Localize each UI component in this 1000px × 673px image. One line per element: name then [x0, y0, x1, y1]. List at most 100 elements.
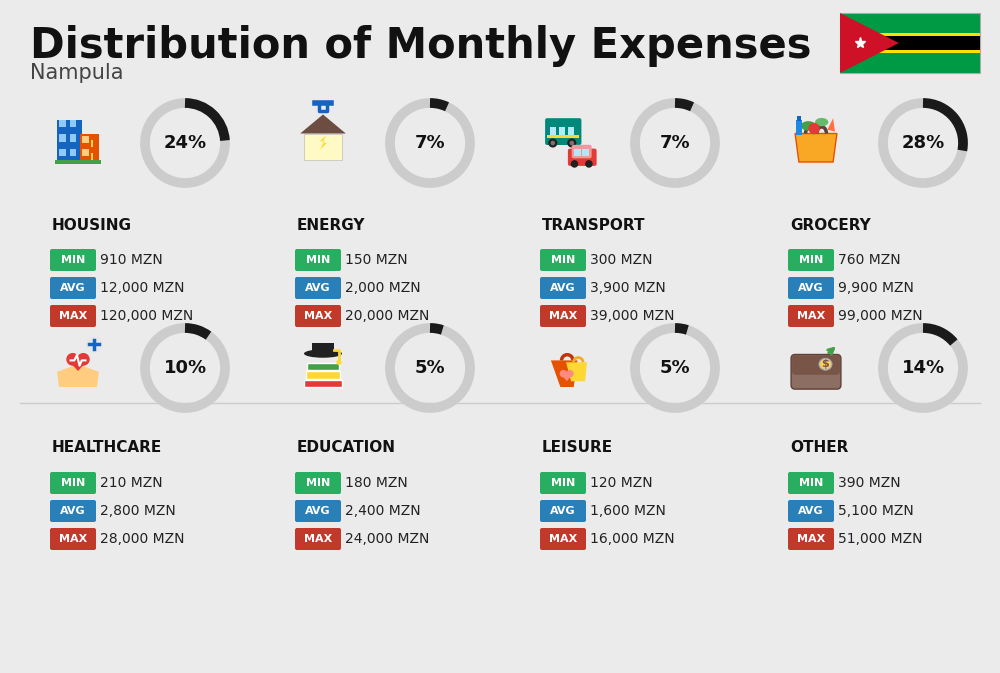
- Polygon shape: [795, 133, 837, 162]
- Bar: [559, 127, 565, 135]
- FancyBboxPatch shape: [295, 500, 341, 522]
- Text: 5,100 MZN: 5,100 MZN: [838, 504, 914, 518]
- Text: MAX: MAX: [304, 534, 332, 544]
- Bar: [550, 127, 556, 135]
- Text: MIN: MIN: [799, 478, 823, 488]
- Text: AVG: AVG: [60, 283, 86, 293]
- FancyBboxPatch shape: [545, 118, 581, 145]
- Polygon shape: [840, 13, 899, 73]
- Ellipse shape: [815, 118, 828, 127]
- Text: MAX: MAX: [549, 311, 577, 321]
- Text: MAX: MAX: [59, 311, 87, 321]
- Text: 300 MZN: 300 MZN: [590, 253, 652, 267]
- Text: Nampula: Nampula: [30, 63, 124, 83]
- Circle shape: [548, 139, 557, 147]
- FancyBboxPatch shape: [295, 277, 341, 299]
- Circle shape: [571, 160, 578, 168]
- Text: 210 MZN: 210 MZN: [100, 476, 163, 490]
- Circle shape: [551, 141, 555, 145]
- Text: 14%: 14%: [901, 359, 945, 377]
- Polygon shape: [320, 135, 327, 150]
- Bar: [574, 149, 581, 155]
- Text: MAX: MAX: [797, 311, 825, 321]
- Bar: [82, 136, 89, 143]
- Text: MIN: MIN: [306, 255, 330, 265]
- Text: MAX: MAX: [304, 311, 332, 321]
- Text: 12,000 MZN: 12,000 MZN: [100, 281, 184, 295]
- Text: AVG: AVG: [550, 506, 576, 516]
- Bar: [568, 127, 574, 135]
- FancyBboxPatch shape: [572, 145, 592, 158]
- Text: AVG: AVG: [60, 506, 86, 516]
- FancyBboxPatch shape: [295, 305, 341, 327]
- Bar: [70, 120, 76, 127]
- Circle shape: [86, 336, 102, 353]
- Text: AVG: AVG: [550, 283, 576, 293]
- Text: MIN: MIN: [306, 478, 330, 488]
- FancyBboxPatch shape: [295, 472, 341, 494]
- Text: MIN: MIN: [551, 255, 575, 265]
- Bar: [80, 133, 99, 162]
- Text: 5%: 5%: [415, 359, 445, 377]
- Circle shape: [66, 353, 79, 365]
- Text: 5%: 5%: [660, 359, 690, 377]
- Text: 28%: 28%: [901, 134, 945, 152]
- Polygon shape: [67, 359, 89, 371]
- FancyBboxPatch shape: [540, 500, 586, 522]
- FancyBboxPatch shape: [295, 528, 341, 550]
- Text: HOUSING: HOUSING: [52, 217, 132, 232]
- Text: 1,600 MZN: 1,600 MZN: [590, 504, 666, 518]
- FancyBboxPatch shape: [568, 149, 597, 166]
- Bar: [840, 13, 980, 73]
- Circle shape: [585, 160, 593, 168]
- Text: MAX: MAX: [549, 534, 577, 544]
- Text: 24%: 24%: [163, 134, 207, 152]
- Circle shape: [77, 353, 90, 365]
- Text: AVG: AVG: [305, 283, 331, 293]
- FancyBboxPatch shape: [306, 371, 340, 379]
- Bar: [582, 149, 589, 155]
- Text: 910 MZN: 910 MZN: [100, 253, 163, 267]
- Text: Distribution of Monthly Expenses: Distribution of Monthly Expenses: [30, 25, 812, 67]
- Circle shape: [808, 123, 820, 134]
- FancyBboxPatch shape: [788, 528, 834, 550]
- Ellipse shape: [801, 121, 816, 131]
- Text: 20,000 MZN: 20,000 MZN: [345, 309, 429, 323]
- FancyBboxPatch shape: [304, 380, 342, 387]
- Text: 390 MZN: 390 MZN: [838, 476, 901, 490]
- Text: 2,400 MZN: 2,400 MZN: [345, 504, 421, 518]
- FancyBboxPatch shape: [50, 277, 96, 299]
- Bar: [59, 120, 66, 127]
- FancyBboxPatch shape: [50, 472, 96, 494]
- FancyBboxPatch shape: [788, 249, 834, 271]
- Bar: [59, 149, 66, 156]
- Polygon shape: [560, 374, 573, 382]
- Text: 39,000 MZN: 39,000 MZN: [590, 309, 674, 323]
- Text: 120 MZN: 120 MZN: [590, 476, 653, 490]
- Circle shape: [566, 370, 574, 378]
- Text: OTHER: OTHER: [790, 441, 848, 456]
- Polygon shape: [300, 114, 346, 133]
- Bar: [840, 33, 980, 36]
- Text: AVG: AVG: [798, 506, 824, 516]
- Text: 7%: 7%: [660, 134, 690, 152]
- Text: GROCERY: GROCERY: [790, 217, 871, 232]
- Text: 760 MZN: 760 MZN: [838, 253, 901, 267]
- Bar: [70, 149, 76, 156]
- Bar: [91, 153, 93, 160]
- FancyBboxPatch shape: [792, 355, 840, 375]
- Text: 9,900 MZN: 9,900 MZN: [838, 281, 914, 295]
- Bar: [547, 135, 579, 139]
- Text: MAX: MAX: [797, 534, 825, 544]
- Text: ENERGY: ENERGY: [297, 217, 366, 232]
- Text: 10%: 10%: [163, 359, 207, 377]
- Text: 7%: 7%: [415, 134, 445, 152]
- Text: 2,800 MZN: 2,800 MZN: [100, 504, 176, 518]
- Text: 150 MZN: 150 MZN: [345, 253, 408, 267]
- Bar: [59, 134, 66, 142]
- Text: LEISURE: LEISURE: [542, 441, 613, 456]
- Text: TRANSPORT: TRANSPORT: [542, 217, 646, 232]
- FancyBboxPatch shape: [788, 277, 834, 299]
- Bar: [91, 140, 93, 147]
- FancyBboxPatch shape: [50, 528, 96, 550]
